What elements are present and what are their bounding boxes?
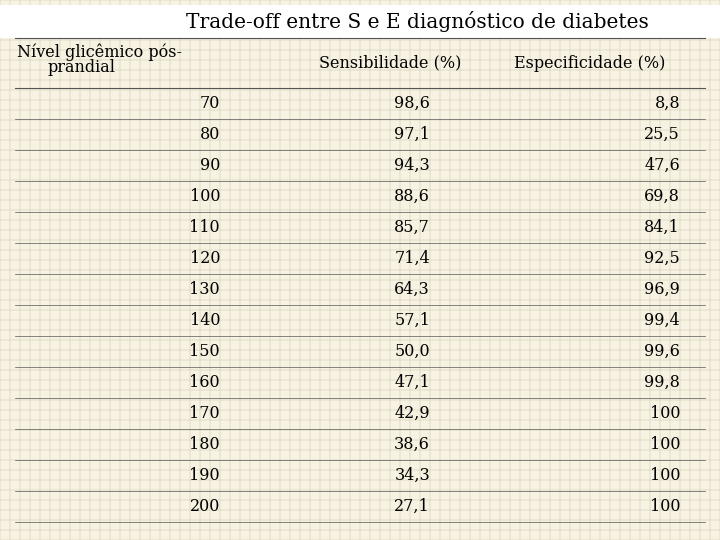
Text: 160: 160 (189, 374, 220, 391)
Text: 180: 180 (189, 436, 220, 453)
Text: Nível glicêmico pós-: Nível glicêmico pós- (17, 43, 182, 60)
Text: 98,6: 98,6 (394, 95, 430, 112)
Text: 47,6: 47,6 (644, 157, 680, 174)
Text: 80: 80 (199, 126, 220, 143)
Text: 64,3: 64,3 (395, 281, 430, 298)
Text: 85,7: 85,7 (394, 219, 430, 236)
Text: 34,3: 34,3 (395, 467, 430, 484)
Text: prandial: prandial (47, 59, 115, 77)
Text: 97,1: 97,1 (394, 126, 430, 143)
Text: Especificidade (%): Especificidade (%) (514, 55, 666, 71)
Text: 88,6: 88,6 (394, 188, 430, 205)
Text: 90: 90 (199, 157, 220, 174)
Text: 99,8: 99,8 (644, 374, 680, 391)
Text: 150: 150 (189, 343, 220, 360)
Text: 50,0: 50,0 (395, 343, 430, 360)
Text: 25,5: 25,5 (644, 126, 680, 143)
Text: 100: 100 (189, 188, 220, 205)
Text: 92,5: 92,5 (644, 250, 680, 267)
Text: 99,4: 99,4 (644, 312, 680, 329)
Text: 8,8: 8,8 (654, 95, 680, 112)
Text: 57,1: 57,1 (394, 312, 430, 329)
Text: 100: 100 (649, 498, 680, 515)
Text: 27,1: 27,1 (395, 498, 430, 515)
Text: 69,8: 69,8 (644, 188, 680, 205)
Text: 38,6: 38,6 (394, 436, 430, 453)
Text: 100: 100 (649, 467, 680, 484)
Text: 200: 200 (189, 498, 220, 515)
Text: 94,3: 94,3 (395, 157, 430, 174)
Text: 84,1: 84,1 (644, 219, 680, 236)
Text: 100: 100 (649, 405, 680, 422)
Text: 70: 70 (199, 95, 220, 112)
Text: 130: 130 (189, 281, 220, 298)
Text: 120: 120 (189, 250, 220, 267)
Text: 47,1: 47,1 (395, 374, 430, 391)
Text: 100: 100 (649, 436, 680, 453)
Bar (0, 5, 720, 38)
Text: 96,9: 96,9 (644, 281, 680, 298)
Text: Sensibilidade (%): Sensibilidade (%) (319, 55, 462, 71)
Text: 99,6: 99,6 (644, 343, 680, 360)
Text: 42,9: 42,9 (395, 405, 430, 422)
Text: Trade-off entre S e E diagnóstico de diabetes: Trade-off entre S e E diagnóstico de dia… (186, 11, 649, 32)
Text: 170: 170 (189, 405, 220, 422)
Text: 140: 140 (189, 312, 220, 329)
Text: 110: 110 (189, 219, 220, 236)
Text: 71,4: 71,4 (395, 250, 430, 267)
Text: 190: 190 (189, 467, 220, 484)
